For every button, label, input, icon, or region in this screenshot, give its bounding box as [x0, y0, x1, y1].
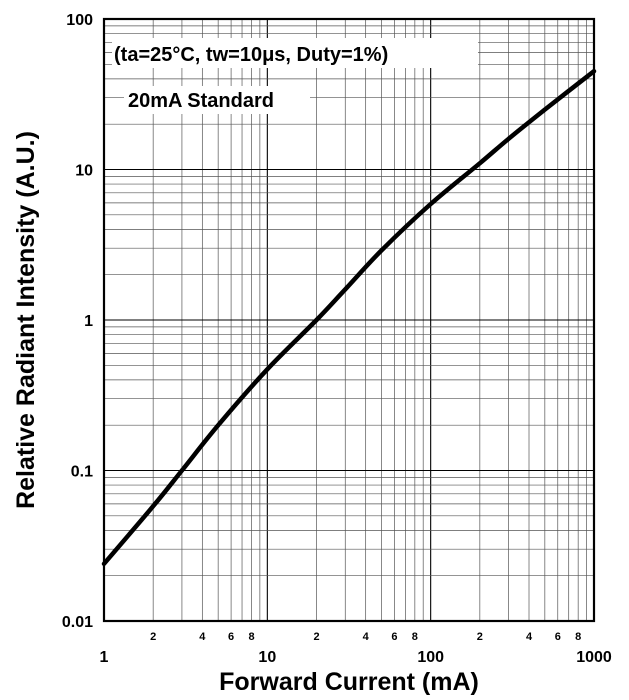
x-major-tick-label: 100 [417, 649, 444, 666]
y-tick-labels: 100 10 1 0.1 0.01 [62, 12, 93, 631]
x-axis-title: Forward Current (mA) [219, 668, 479, 696]
x-minor-tick-label: 6 [555, 631, 561, 643]
x-major-tick-label: 10 [258, 649, 276, 666]
standard-annotation-background [124, 86, 310, 114]
plot-frame [102, 17, 596, 623]
conditions-annotation: (ta=25°C, tw=10μs, Duty=1%) [114, 44, 388, 66]
y-major-tick-label: 1 [84, 313, 93, 330]
x-minor-tick-label: 8 [412, 631, 418, 643]
y-axis-title: Relative Radiant Intensity (A.U.) [12, 131, 40, 509]
curve-layer [101, 68, 597, 567]
x-minor-tick-label: 4 [526, 631, 533, 643]
x-major-tick-label: 1000 [576, 649, 612, 666]
x-major-tick-label: 1 [100, 649, 109, 666]
x-minor-tick-label: 6 [228, 631, 234, 643]
x-minor-tick-label: 2 [313, 631, 319, 643]
x-minor-tick-label: 4 [199, 631, 206, 643]
x-minor-tick-label: 8 [248, 631, 254, 643]
x-minor-tick-label: 6 [391, 631, 397, 643]
y-major-tick-label: 10 [75, 163, 93, 180]
x-tick-labels: 1 10 100 1000 2 4 6 8 2 4 6 8 2 4 6 8 [100, 631, 612, 666]
y-major-tick-label: 0.01 [62, 614, 93, 631]
x-minor-tick-label: 2 [150, 631, 156, 643]
x-minor-tick-label: 2 [477, 631, 483, 643]
y-major-tick-label: 0.1 [71, 464, 93, 481]
y-major-tick-label: 100 [66, 12, 93, 29]
x-minor-tick-label: 4 [363, 631, 370, 643]
annotation-background [112, 38, 478, 68]
x-minor-tick-label: 8 [575, 631, 581, 643]
standard-annotation: 20mA Standard [128, 90, 274, 112]
radiant-intensity-curve [101, 68, 597, 567]
